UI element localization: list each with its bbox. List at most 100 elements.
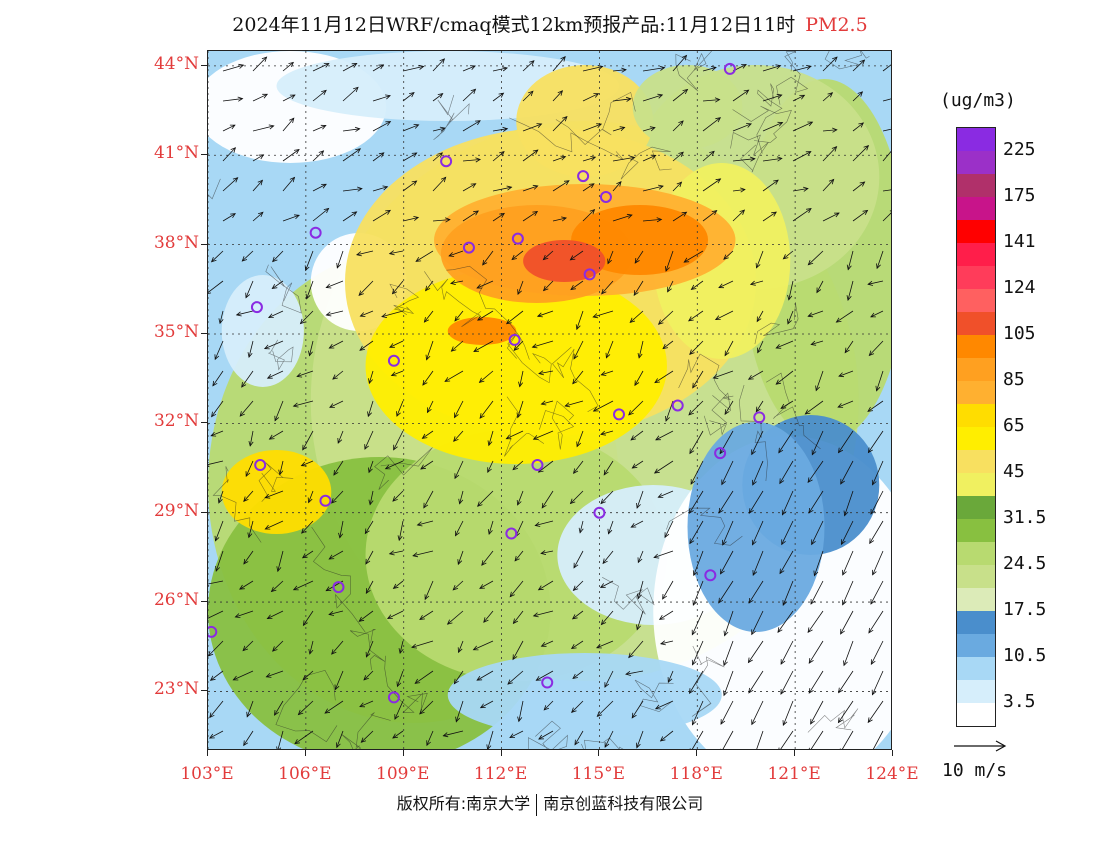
wind-vector xyxy=(723,640,734,667)
wind-vector xyxy=(266,370,284,379)
concentration-area xyxy=(571,205,709,275)
wind-vector xyxy=(514,550,524,562)
wind-vector xyxy=(882,64,891,72)
wind-vector xyxy=(870,490,884,515)
colorbar-label: 225 xyxy=(1003,139,1036,160)
wind-vector xyxy=(462,88,477,102)
boundary-line xyxy=(666,507,743,546)
boundary-line xyxy=(776,51,809,105)
wind-vector xyxy=(372,185,389,192)
wind-vector xyxy=(870,730,884,749)
wind-vector xyxy=(396,670,404,688)
wind-vector xyxy=(308,340,314,357)
colorbar-label: 10.5 xyxy=(1003,645,1047,666)
wind-vector xyxy=(792,121,814,132)
lat-tick-label: 38°N xyxy=(153,232,199,253)
wind-vector xyxy=(505,430,524,440)
wind-vector xyxy=(574,730,584,746)
wind-vector xyxy=(312,89,327,102)
wind-vector xyxy=(582,93,600,102)
wind-vector xyxy=(479,400,494,419)
boundary-line xyxy=(552,346,599,413)
wind-vector xyxy=(308,640,314,655)
wind-vector xyxy=(402,92,415,102)
boundary-line xyxy=(730,132,769,173)
colorbar-segment xyxy=(957,312,995,335)
wind-vector xyxy=(302,610,314,627)
city-marker xyxy=(723,62,736,75)
wind-vector xyxy=(425,280,434,292)
wind-vector xyxy=(552,216,568,222)
boundary-line xyxy=(754,302,799,345)
wind-vector xyxy=(365,580,374,595)
boundary-line xyxy=(807,708,859,733)
wind-vector xyxy=(571,610,584,620)
wind-vector xyxy=(538,370,554,376)
wind-vector xyxy=(266,610,284,619)
wind-vector xyxy=(775,340,794,349)
wind-vector xyxy=(762,64,782,72)
boundary-line xyxy=(258,462,294,502)
wind-vector xyxy=(372,64,385,72)
wind-vector xyxy=(252,124,275,132)
lat-tick-mark xyxy=(201,64,207,66)
wind-vector xyxy=(509,730,524,739)
wind-vector xyxy=(612,126,626,132)
wind-vector xyxy=(689,520,704,545)
pollutant-label: PM2.5 xyxy=(805,14,868,36)
wind-vector xyxy=(636,490,644,509)
wind-vector xyxy=(247,520,254,539)
boundary-line xyxy=(389,283,420,316)
wind-vector xyxy=(222,147,237,162)
wind-vector xyxy=(415,250,434,262)
wind-vector xyxy=(492,212,505,222)
wind-vector xyxy=(837,700,854,724)
boundary-line xyxy=(555,91,636,146)
lon-tick-label: 109°E xyxy=(376,764,430,784)
wind-vector xyxy=(292,580,314,591)
wind-vector xyxy=(492,66,509,72)
wind-vector xyxy=(867,280,884,286)
wind-vector xyxy=(424,580,434,601)
wind-vector xyxy=(596,640,614,649)
wind-vector xyxy=(748,670,764,694)
wind-vector xyxy=(492,126,509,132)
wind-vector xyxy=(628,400,644,416)
wind-vector xyxy=(368,490,374,506)
wind-vector xyxy=(272,250,284,263)
wind-vector xyxy=(600,370,614,376)
wind-vector xyxy=(208,460,224,467)
colorbar-segment xyxy=(957,404,995,427)
wind-vector xyxy=(612,155,636,162)
city-marker xyxy=(319,494,332,507)
copyright: 版权所有:南京大学 南京创蓝科技有限公司 xyxy=(0,790,1100,816)
colorbar-segment xyxy=(957,634,995,657)
wind-vector xyxy=(629,310,644,324)
wind-vector xyxy=(612,67,627,73)
wind-vector xyxy=(492,150,505,162)
wind-vector xyxy=(637,550,644,564)
wind-vector xyxy=(755,400,764,413)
wind-vector xyxy=(210,430,224,437)
concentration-area xyxy=(365,268,667,464)
wind-vector xyxy=(688,490,704,514)
wind-vector xyxy=(487,460,494,474)
wind-vector xyxy=(208,640,224,657)
wind-vector xyxy=(792,186,809,192)
wind-vector xyxy=(462,210,479,222)
wind-vector xyxy=(570,640,584,649)
wind-vector xyxy=(368,370,374,385)
wind-vector xyxy=(672,211,688,222)
wind-vector xyxy=(843,490,854,517)
concentration-map[interactable] xyxy=(208,51,892,750)
wind-vector xyxy=(605,340,614,359)
wind-vector xyxy=(454,460,464,480)
wind-vector xyxy=(872,550,884,576)
map-panel[interactable] xyxy=(207,50,892,750)
wind-vector xyxy=(457,550,464,566)
wind-vector xyxy=(787,280,794,301)
wind-vector xyxy=(307,490,314,504)
wind-vector xyxy=(607,520,614,535)
boundary-line xyxy=(384,655,428,713)
wind-vector xyxy=(432,58,446,72)
